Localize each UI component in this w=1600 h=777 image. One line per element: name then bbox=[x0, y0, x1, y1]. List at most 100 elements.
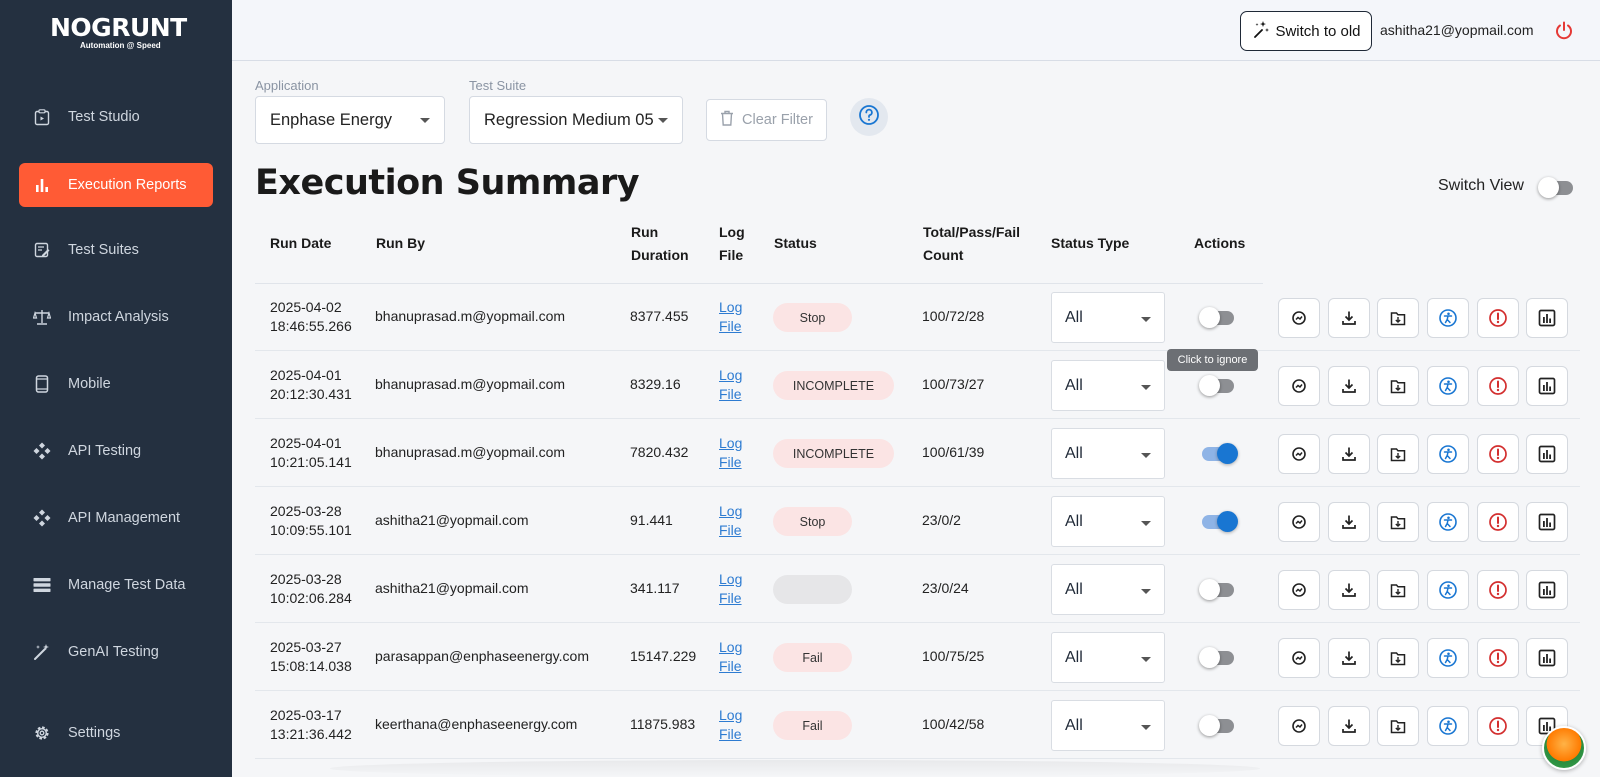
report-chart-button[interactable] bbox=[1526, 638, 1568, 678]
clear-filter-button[interactable]: Clear Filter bbox=[706, 99, 827, 141]
folder-button[interactable] bbox=[1377, 366, 1419, 406]
folder-button[interactable] bbox=[1377, 298, 1419, 338]
database-icon bbox=[33, 576, 51, 594]
download-button[interactable] bbox=[1328, 706, 1370, 746]
report-chart-button[interactable] bbox=[1526, 366, 1568, 406]
header-line-1: Run bbox=[631, 224, 659, 240]
report-chart-button[interactable] bbox=[1526, 298, 1568, 338]
report-chart-button[interactable] bbox=[1526, 570, 1568, 610]
assistant-avatar[interactable] bbox=[1542, 726, 1586, 770]
test-suite-select[interactable]: Regression Medium 05 bbox=[469, 96, 683, 144]
run-by-cell: bhanuprasad.m@yopmail.com bbox=[375, 376, 566, 392]
ignore-toggle[interactable] bbox=[1202, 511, 1238, 532]
ignore-toggle[interactable] bbox=[1202, 443, 1238, 464]
alert-button[interactable] bbox=[1477, 638, 1519, 678]
download-button[interactable] bbox=[1328, 366, 1370, 406]
help-button[interactable] bbox=[850, 98, 888, 136]
download-button[interactable] bbox=[1328, 298, 1370, 338]
application-select[interactable]: Enphase Energy bbox=[255, 96, 445, 144]
folder-button[interactable] bbox=[1377, 434, 1419, 474]
accessibility-button[interactable] bbox=[1427, 638, 1469, 678]
compare-button[interactable] bbox=[1278, 570, 1320, 610]
ignore-toggle[interactable] bbox=[1199, 307, 1234, 328]
compare-button[interactable] bbox=[1278, 434, 1320, 474]
ignore-toggle[interactable] bbox=[1199, 647, 1234, 668]
toggle-knob bbox=[1217, 443, 1238, 464]
status-type-select[interactable]: All bbox=[1051, 700, 1165, 751]
trash-icon bbox=[720, 110, 734, 130]
folder-button[interactable] bbox=[1377, 638, 1419, 678]
download-button[interactable] bbox=[1328, 570, 1370, 610]
log-file-link[interactable]: Log File bbox=[719, 638, 742, 676]
log-file-link[interactable]: Log File bbox=[719, 366, 742, 404]
accessibility-button[interactable] bbox=[1427, 706, 1469, 746]
gear-icon bbox=[33, 724, 51, 742]
ignore-toggle[interactable] bbox=[1199, 579, 1234, 600]
sidebar-item-genai-testing[interactable]: GenAI Testing bbox=[19, 630, 213, 674]
status-type-select[interactable]: All bbox=[1051, 496, 1165, 547]
run-by-cell: keerthana@enphaseenergy.com bbox=[375, 716, 578, 732]
folder-icon bbox=[1390, 651, 1406, 666]
sidebar-item-test-studio[interactable]: Test Studio bbox=[19, 95, 213, 139]
report-chart-button[interactable] bbox=[1526, 434, 1568, 474]
switch-view-toggle[interactable] bbox=[1538, 177, 1573, 198]
sidebar-item-manage-test-data[interactable]: Manage Test Data bbox=[19, 563, 213, 607]
alert-button[interactable] bbox=[1477, 366, 1519, 406]
accessibility-button[interactable] bbox=[1427, 502, 1469, 542]
status-type-select[interactable]: All bbox=[1051, 428, 1165, 479]
sidebar-item-api-testing[interactable]: API Testing bbox=[19, 429, 213, 473]
sidebar-item-mobile[interactable]: Mobile bbox=[19, 362, 213, 406]
status-type-select[interactable]: All bbox=[1051, 292, 1165, 343]
log-link-line-2: File bbox=[719, 522, 742, 538]
compare-button[interactable] bbox=[1278, 638, 1320, 678]
sidebar-item-label: Impact Analysis bbox=[68, 309, 169, 325]
status-type-select[interactable]: All bbox=[1051, 632, 1165, 683]
run-by-cell: parasappan@enphaseenergy.com bbox=[375, 648, 589, 664]
ignore-toggle[interactable] bbox=[1199, 375, 1234, 396]
switch-to-old-button[interactable]: Switch to old bbox=[1240, 11, 1372, 51]
ignore-toggle[interactable] bbox=[1199, 715, 1234, 736]
download-button[interactable] bbox=[1328, 638, 1370, 678]
sidebar-item-settings[interactable]: Settings bbox=[19, 711, 213, 755]
sidebar-item-execution-reports[interactable]: Execution Reports bbox=[19, 163, 213, 207]
accessibility-button[interactable] bbox=[1427, 570, 1469, 610]
compare-button[interactable] bbox=[1278, 706, 1320, 746]
compare-icon bbox=[1291, 514, 1307, 530]
status-type-select[interactable]: All bbox=[1051, 360, 1165, 411]
download-button[interactable] bbox=[1328, 502, 1370, 542]
log-file-link[interactable]: Log File bbox=[719, 502, 742, 540]
sidebar-item-label: API Testing bbox=[68, 443, 142, 459]
alert-button[interactable] bbox=[1477, 298, 1519, 338]
download-button[interactable] bbox=[1328, 434, 1370, 474]
log-file-link[interactable]: Log File bbox=[719, 298, 742, 336]
accessibility-button[interactable] bbox=[1427, 434, 1469, 474]
report-chart-button[interactable] bbox=[1526, 502, 1568, 542]
sidebar-item-impact-analysis[interactable]: Impact Analysis bbox=[19, 295, 213, 339]
compare-button[interactable] bbox=[1278, 366, 1320, 406]
log-file-link[interactable]: Log File bbox=[719, 706, 742, 744]
alert-button[interactable] bbox=[1477, 502, 1519, 542]
run-duration-cell: 91.441 bbox=[630, 512, 673, 528]
alert-button[interactable] bbox=[1477, 706, 1519, 746]
report-chart-icon bbox=[1538, 377, 1556, 395]
status-badge: Fail bbox=[773, 643, 852, 672]
run-by-cell: bhanuprasad.m@yopmail.com bbox=[375, 444, 566, 460]
status-type-select[interactable]: All bbox=[1051, 564, 1165, 615]
folder-button[interactable] bbox=[1377, 570, 1419, 610]
alert-button[interactable] bbox=[1477, 434, 1519, 474]
accessibility-button[interactable] bbox=[1427, 366, 1469, 406]
alert-button[interactable] bbox=[1477, 570, 1519, 610]
count-cell: 100/61/39 bbox=[922, 444, 985, 460]
compare-button[interactable] bbox=[1278, 502, 1320, 542]
sidebar-item-test-suites[interactable]: Test Suites bbox=[19, 228, 213, 272]
log-file-link[interactable]: Log File bbox=[719, 434, 742, 472]
power-icon[interactable] bbox=[1554, 21, 1574, 41]
compare-button[interactable] bbox=[1278, 298, 1320, 338]
run-date: 2025-04-01 bbox=[270, 367, 342, 383]
folder-button[interactable] bbox=[1377, 502, 1419, 542]
sidebar-item-api-management[interactable]: API Management bbox=[19, 496, 213, 540]
log-file-link[interactable]: Log File bbox=[719, 570, 742, 608]
scale-icon bbox=[33, 308, 51, 326]
accessibility-button[interactable] bbox=[1427, 298, 1469, 338]
folder-button[interactable] bbox=[1377, 706, 1419, 746]
